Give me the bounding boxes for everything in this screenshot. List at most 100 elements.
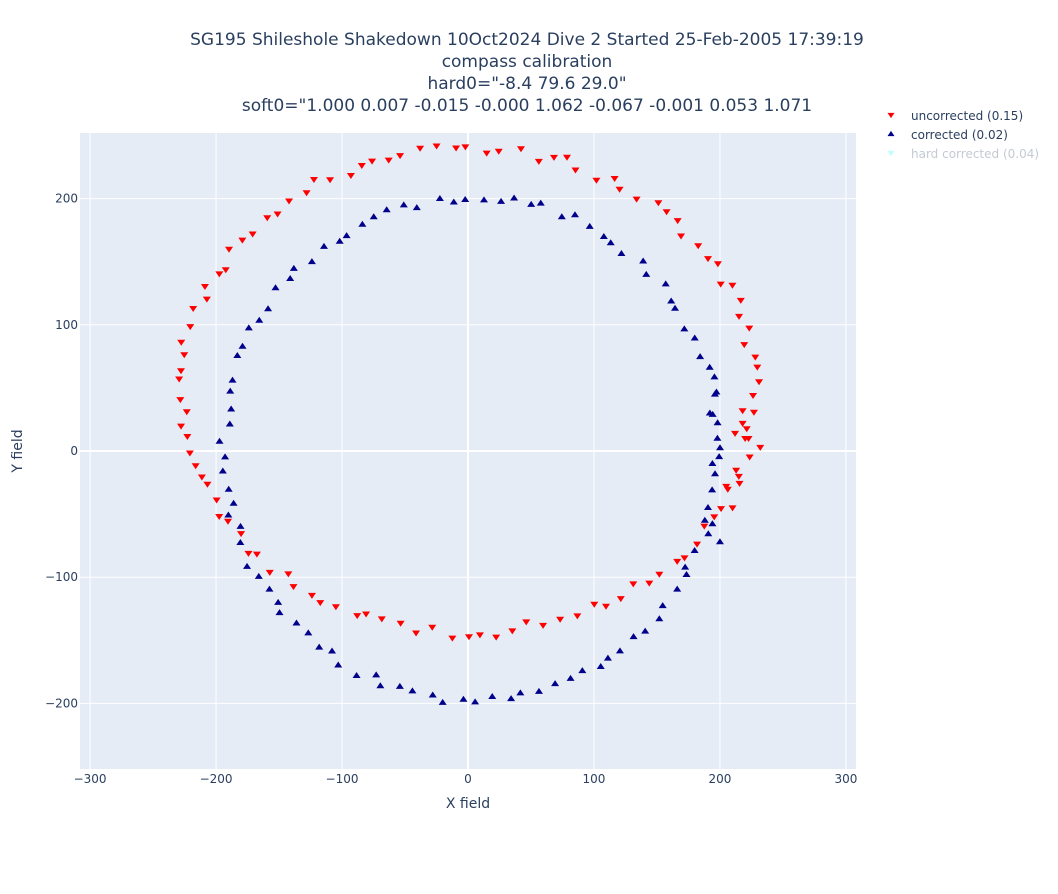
series-2-point xyxy=(534,687,543,694)
series-2-point xyxy=(315,643,324,650)
series-2-point xyxy=(342,232,351,239)
series-2-point xyxy=(527,200,536,207)
series-1-point xyxy=(494,148,503,155)
series-2-point xyxy=(507,695,516,702)
series-2-point xyxy=(224,511,233,518)
series-1-point xyxy=(452,145,461,152)
series-1-point xyxy=(475,632,484,639)
series-1-point xyxy=(677,233,686,240)
series-1-point xyxy=(694,243,703,250)
series-2-point xyxy=(570,211,579,218)
series-1-point xyxy=(710,514,719,521)
series-2-point xyxy=(358,220,367,227)
series-2-point xyxy=(221,453,230,460)
series-2-point xyxy=(265,585,274,592)
y-tick-label: −100 xyxy=(45,570,78,584)
series-1-point xyxy=(221,267,230,274)
x-tick-label: −300 xyxy=(74,772,107,786)
series-1-point xyxy=(215,513,224,520)
y-tick-label: −200 xyxy=(45,696,78,710)
series-1-point xyxy=(191,463,200,470)
series-2-point xyxy=(224,485,233,492)
series-1-point xyxy=(749,393,758,400)
series-2-point xyxy=(233,352,242,359)
series-1-point xyxy=(215,271,224,278)
series-1-point xyxy=(592,177,601,184)
series-2-point xyxy=(286,274,295,281)
series-1-point xyxy=(202,296,211,303)
series-1-point xyxy=(412,630,421,637)
series-1-point xyxy=(740,342,749,349)
series-1-point xyxy=(302,190,311,197)
series-2-point xyxy=(497,197,506,204)
x-tick-label: 100 xyxy=(583,772,606,786)
series-2-point xyxy=(236,522,245,529)
chart-title: SG195 Shileshole Shakedown 10Oct2024 Div… xyxy=(190,30,864,116)
series-2-point xyxy=(606,239,615,246)
legend-item-3[interactable]: hard corrected (0.04) xyxy=(887,147,1040,161)
series-1-point xyxy=(316,600,325,607)
series-2-point xyxy=(700,516,709,523)
series-1-point xyxy=(573,613,582,620)
series-1-point xyxy=(738,420,747,427)
series-1-point xyxy=(331,604,340,611)
series-1-point xyxy=(522,619,531,626)
series-1-point xyxy=(223,518,232,525)
legend-item-2[interactable]: corrected (0.02) xyxy=(887,128,1008,142)
legend[interactable]: uncorrected (0.15) corrected (0.02) hard c… xyxy=(887,109,1040,161)
series-2-point xyxy=(236,538,245,545)
series-2-point xyxy=(479,196,488,203)
chart-title-line-2: compass calibration xyxy=(442,52,613,72)
series-1-point xyxy=(225,246,234,253)
series-2-point xyxy=(642,270,651,277)
series-2-point xyxy=(382,206,391,213)
series-1-point xyxy=(200,283,209,290)
chart-title-line-1: SG195 Shileshole Shakedown 10Oct2024 Div… xyxy=(190,30,864,50)
legend-label: hard corrected (0.04) xyxy=(911,147,1039,161)
legend-marker xyxy=(887,150,895,157)
grid-lines xyxy=(80,133,856,769)
series-2-point xyxy=(557,213,566,220)
series-1-point xyxy=(177,423,186,430)
series-1-point xyxy=(377,616,386,623)
series-1-point xyxy=(428,624,437,631)
series-2-point xyxy=(412,204,421,211)
series-2-point xyxy=(369,213,378,220)
series-2-point xyxy=(566,674,575,681)
series-2-point xyxy=(696,353,705,360)
series-2-point xyxy=(708,460,717,467)
series-2-point xyxy=(352,672,361,679)
series-2-point xyxy=(328,647,337,654)
x-tick-label: 200 xyxy=(708,772,731,786)
series-1-point xyxy=(539,622,548,629)
series-2-point xyxy=(690,547,699,554)
x-tick-label: −200 xyxy=(200,772,233,786)
x-tick-label: 0 xyxy=(464,772,472,786)
series-1-point xyxy=(175,376,184,383)
series-1-point xyxy=(615,186,624,193)
series-1-point xyxy=(629,581,638,588)
series-1-point xyxy=(461,144,470,151)
series-1-point xyxy=(742,426,751,433)
series-2-point xyxy=(289,264,298,271)
series-1-point xyxy=(734,473,743,480)
data-points xyxy=(175,143,765,705)
legend-item-1[interactable]: uncorrected (0.15) xyxy=(887,109,1024,123)
series-1-point xyxy=(516,146,525,153)
series-1-point xyxy=(432,143,441,150)
x-axis-title: X field xyxy=(446,796,490,812)
series-2-point xyxy=(225,420,234,427)
series-2-point xyxy=(319,242,328,249)
series-1-point xyxy=(673,558,682,565)
series-2-point xyxy=(667,297,676,304)
series-2-point xyxy=(641,627,650,634)
series-1-point xyxy=(731,430,740,437)
series-2-point xyxy=(603,654,612,661)
series-1-point xyxy=(362,611,371,618)
series-1-point xyxy=(549,154,558,161)
series-2-point xyxy=(708,520,717,527)
series-1-point xyxy=(186,324,195,331)
series-1-point xyxy=(632,196,641,203)
series-2-point xyxy=(471,698,480,705)
series-2-point xyxy=(599,233,608,240)
